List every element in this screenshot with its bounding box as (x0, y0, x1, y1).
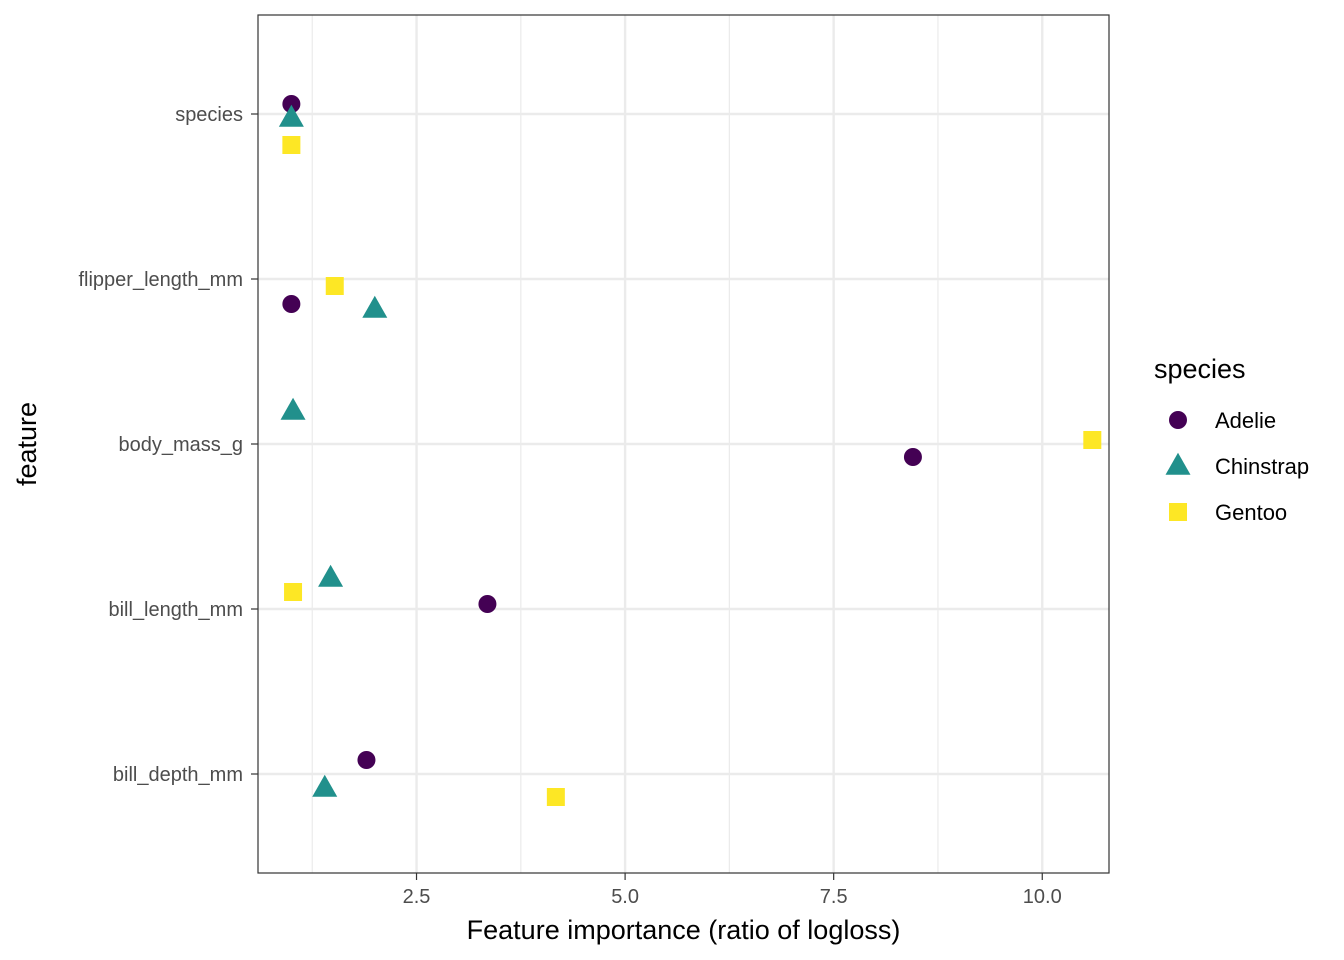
data-point-adelie (478, 595, 497, 613)
data-point-adelie (282, 295, 301, 313)
x-tick-label: 10.0 (1023, 886, 1062, 908)
x-tick-label: 2.5 (403, 886, 431, 908)
x-tick-label: 7.5 (820, 886, 848, 908)
data-point-chinstrap (362, 295, 388, 318)
data-point-adelie (282, 95, 301, 113)
data-point-chinstrap (312, 774, 338, 797)
legend-key-chinstrap (1165, 452, 1191, 475)
data-point-gentoo (1083, 431, 1102, 449)
legend-items: Adelie Chinstrap Gentoo (1165, 408, 1309, 525)
major-grid (258, 15, 1109, 873)
x-axis-title: Feature importance (ratio of logloss) (467, 915, 901, 945)
y-axis-title: feature (12, 402, 42, 486)
y-tick-label: bill_length_mm (108, 599, 243, 621)
data-point-chinstrap (278, 104, 304, 127)
legend-key-adelie (1169, 411, 1187, 429)
legend: species Adelie Chinstrap Gentoo (1154, 354, 1309, 525)
y-tick-label: body_mass_g (118, 434, 243, 456)
data-point-gentoo (284, 583, 303, 601)
legend-key-gentoo (1169, 503, 1187, 521)
data-point-gentoo (282, 136, 301, 154)
legend-label: Chinstrap (1215, 454, 1309, 479)
legend-label: Adelie (1215, 408, 1276, 433)
y-tick-label: bill_depth_mm (113, 764, 243, 786)
legend-label: Gentoo (1215, 500, 1287, 525)
legend-title: species (1154, 354, 1246, 384)
data-point-adelie (903, 448, 922, 466)
data-point-chinstrap (318, 564, 344, 587)
y-tick-label: species (175, 104, 243, 126)
data-point-chinstrap (280, 397, 306, 420)
data-point-gentoo (325, 277, 344, 295)
data-points (278, 95, 1102, 806)
y-tick-label: flipper_length_mm (78, 269, 243, 291)
data-point-gentoo (546, 788, 565, 806)
y-axis: species flipper_length_mm body_mass_g bill_… (78, 104, 258, 786)
x-tick-label: 5.0 (611, 886, 639, 908)
x-axis: 2.5 5.0 7.5 10.0 (403, 873, 1062, 908)
data-point-adelie (357, 751, 376, 769)
